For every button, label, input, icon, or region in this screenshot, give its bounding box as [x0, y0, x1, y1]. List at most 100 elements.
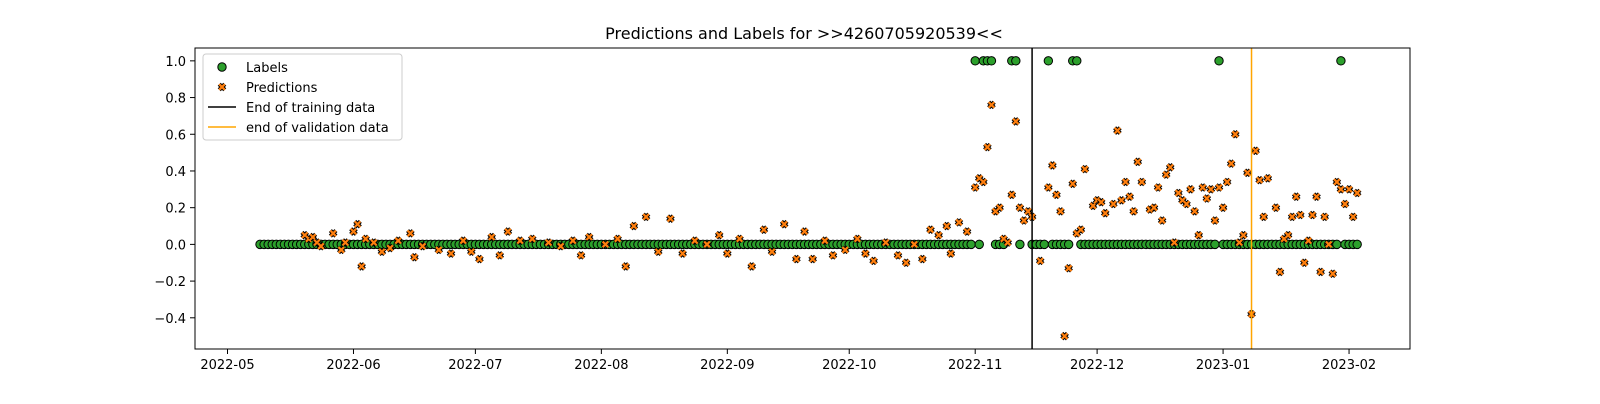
- prediction-point-fill: [1239, 231, 1247, 239]
- label-point: [1336, 56, 1346, 66]
- prediction-point: [779, 219, 789, 229]
- prediction-point: [1113, 126, 1122, 135]
- prediction-point-fill: [1097, 198, 1105, 206]
- prediction-point-fill: [870, 257, 878, 265]
- prediction-point-fill: [768, 248, 776, 256]
- prediction-point: [1214, 183, 1224, 192]
- prediction-point-fill: [1243, 169, 1252, 177]
- prediction-point: [601, 240, 610, 249]
- prediction-point: [357, 262, 366, 271]
- prediction-point: [1019, 216, 1029, 225]
- prediction-point: [1170, 238, 1179, 247]
- prediction-point: [1324, 240, 1334, 249]
- prediction-point: [792, 254, 801, 264]
- prediction-point: [1117, 196, 1126, 205]
- prediction-point: [1295, 210, 1305, 220]
- prediction-point: [1011, 117, 1021, 126]
- prediction-point-fill: [996, 204, 1004, 212]
- prediction-point-fill: [601, 240, 609, 248]
- prediction-point: [434, 245, 444, 255]
- prediction-point-fill: [447, 249, 455, 258]
- prediction-point: [901, 258, 911, 268]
- prediction-point: [641, 212, 651, 222]
- legend-label: End of training data: [246, 101, 375, 116]
- prediction-point: [353, 219, 362, 229]
- prediction-point-fill: [418, 242, 427, 250]
- prediction-point: [613, 234, 622, 244]
- prediction-point: [1218, 203, 1228, 212]
- prediction-point-fill: [821, 237, 829, 245]
- prediction-point-fill: [1158, 216, 1166, 225]
- prediction-point: [800, 227, 809, 236]
- prediction-point-fill: [488, 233, 496, 241]
- prediction-point: [893, 251, 903, 260]
- prediction-point-fill: [841, 246, 849, 254]
- prediction-point: [714, 230, 724, 240]
- prediction-point: [820, 236, 830, 245]
- legend-label: Predictions: [246, 81, 318, 96]
- prediction-point-fill: [358, 262, 366, 270]
- prediction-point: [503, 227, 513, 236]
- label-point: [1210, 239, 1220, 250]
- x-tick-label: 2022-09: [700, 358, 754, 373]
- prediction-point: [361, 234, 370, 244]
- prediction-point-fill: [435, 246, 443, 254]
- prediction-point-fill: [317, 242, 325, 250]
- prediction-point-fill: [1349, 213, 1357, 221]
- prediction-point: [1308, 210, 1317, 220]
- prediction-point: [1174, 188, 1183, 198]
- prediction-point-fill: [1036, 257, 1044, 265]
- prediction-point-fill: [1008, 191, 1016, 199]
- prediction-point: [337, 245, 346, 255]
- prediction-point-fill: [496, 251, 504, 259]
- prediction-point: [747, 262, 756, 271]
- prediction-point-fill: [1288, 213, 1296, 221]
- prediction-point: [458, 236, 468, 245]
- prediction-point-fill: [544, 238, 553, 247]
- prediction-point: [621, 262, 631, 271]
- prediction-point-fill: [585, 233, 593, 241]
- prediction-point-fill: [394, 237, 402, 245]
- label-point: [1015, 239, 1025, 250]
- prediction-point: [1275, 267, 1285, 277]
- prediction-point: [1235, 238, 1244, 247]
- prediction-point-fill: [1195, 231, 1203, 239]
- prediction-point: [869, 256, 878, 266]
- prediction-point-fill: [406, 229, 414, 237]
- prediction-point-fill: [370, 238, 378, 247]
- label-point: [974, 239, 984, 250]
- prediction-point-fill: [1215, 183, 1223, 192]
- prediction-point: [1129, 207, 1138, 216]
- prediction-point-fill: [1012, 117, 1020, 125]
- prediction-point-fill: [918, 255, 926, 263]
- y-tick-label: 1.0: [165, 55, 186, 70]
- prediction-point-fill: [1077, 226, 1085, 234]
- prediction-point-fill: [1061, 332, 1069, 340]
- prediction-point: [467, 247, 476, 257]
- prediction-point: [735, 234, 744, 244]
- prediction-point: [942, 221, 952, 231]
- label-point: [970, 56, 980, 66]
- prediction-point-fill: [1272, 204, 1280, 212]
- x-tick-label: 2022-12: [1070, 358, 1124, 373]
- prediction-point: [495, 251, 505, 260]
- prediction-point: [987, 100, 996, 110]
- prediction-point-fill: [1199, 183, 1207, 192]
- prediction-point-fill: [971, 183, 979, 192]
- prediction-point-fill: [353, 220, 362, 228]
- prediction-point-fill: [1284, 231, 1292, 239]
- prediction-point-fill: [622, 262, 630, 270]
- prediction-point: [1068, 179, 1078, 189]
- prediction-point-fill: [1341, 200, 1349, 208]
- prediction-point-fill: [516, 237, 524, 245]
- legend-marker-labels: [217, 62, 227, 72]
- prediction-point: [1328, 269, 1338, 279]
- prediction-point: [393, 236, 403, 245]
- prediction-point: [723, 249, 732, 258]
- x-tick-label: 2023-01: [1196, 358, 1250, 373]
- prediction-point-fill: [459, 237, 467, 245]
- prediction-point-fill: [329, 229, 337, 237]
- prediction-point-fill: [1138, 178, 1146, 186]
- prediction-point-fill: [1048, 161, 1056, 170]
